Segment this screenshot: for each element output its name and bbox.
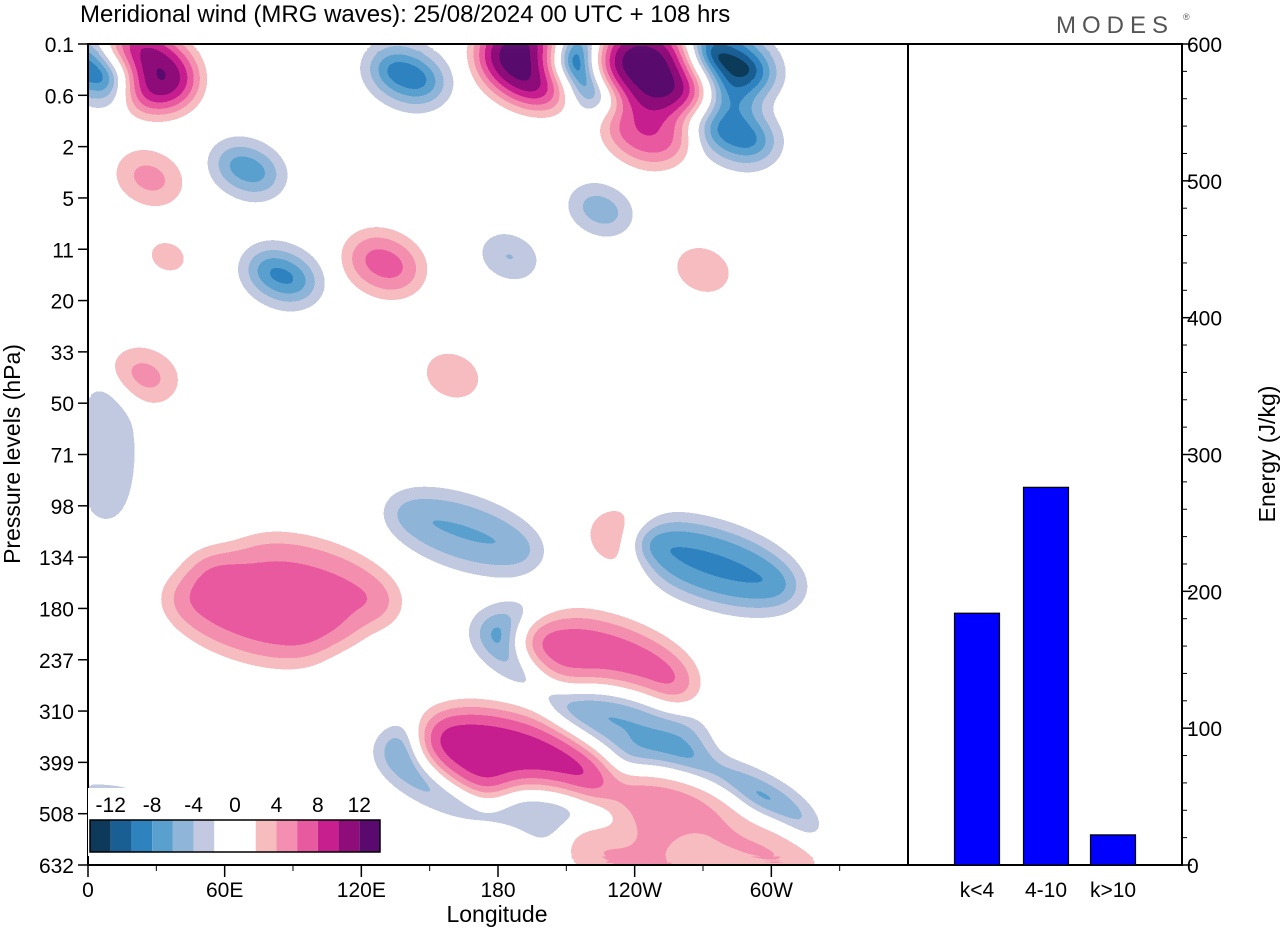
wind-anomaly-blob [520, 616, 694, 708]
x-tick-label: 120E [337, 879, 386, 902]
y-tick-label: 0.6 [45, 85, 74, 108]
modes-logo: MODES ® [1056, 12, 1190, 39]
colorbar-label: 4 [271, 794, 283, 817]
wind-anomaly-blob [566, 184, 635, 236]
wind-anomaly-blob [240, 245, 323, 307]
energy-tick-label: 300 [1187, 445, 1222, 468]
bar-category-label: k<4 [960, 879, 995, 902]
colorbar-swatch [297, 820, 318, 852]
wind-anomaly-blob [607, 102, 685, 161]
wind-anomaly-blob [234, 540, 398, 625]
bar-category-label: 4-10 [1025, 879, 1067, 902]
energy-bar [1089, 834, 1137, 866]
logo-mark: ® [1183, 12, 1190, 22]
bar-category-label: k>10 [1090, 879, 1136, 902]
colorbar-swatch [214, 820, 235, 852]
y-tick-label: 11 [52, 239, 74, 262]
energy-bar [953, 612, 1001, 866]
wind-anomaly-blob [562, 823, 707, 865]
colorbar-swatch [193, 820, 215, 852]
y-tick-label: 508 [39, 804, 74, 827]
wind-anomaly-blob [623, 516, 806, 613]
y-tick-label: 33 [51, 342, 74, 365]
energy-tick-label: 600 [1187, 34, 1222, 57]
chart-title: Meridional wind (MRG waves): 25/08/2024 … [80, 1, 730, 28]
x-tick-label: 120W [607, 879, 662, 902]
colorbar-swatch [131, 820, 153, 852]
wind-anomaly-blob [88, 44, 136, 103]
wind-anomaly-blob [348, 236, 421, 291]
wind-anomaly-blob [113, 351, 177, 400]
colorbar-border [89, 819, 381, 853]
y-tick-label: 399 [39, 752, 74, 775]
x-tick-label: 60E [206, 879, 243, 902]
y-tick-label: 50 [51, 393, 74, 416]
colorbar-swatch [235, 820, 256, 852]
heatmap-plot: 0.1 0.6 2 5 11 20 33 50 71 98 134 180 237 310 399 508 63… [0, 34, 909, 927]
bar-category-labels: k<4 4-10 k>10 [960, 879, 1136, 902]
wind-anomaly-blob [118, 154, 181, 202]
x-tick-label: 60W [750, 879, 793, 902]
colorbar-swatch [90, 820, 111, 852]
colorbar-swatch [276, 820, 298, 852]
logo-text: MODES [1056, 12, 1174, 39]
colorbar-label: 8 [312, 794, 324, 817]
y-tick-label: 5 [62, 188, 74, 211]
colorbar-swatch [152, 820, 173, 852]
y-tick-label: 2 [62, 137, 74, 160]
wind-anomaly-blob [363, 44, 451, 108]
y-tick-label: 180 [39, 598, 74, 621]
colorbar-swatch [317, 820, 339, 852]
wind-anomaly-blob [209, 140, 286, 199]
energy-axis-label: Energy (J/kg) [1254, 386, 1280, 523]
x-tick-label: 180 [480, 879, 515, 902]
wind-anomaly-blob [676, 808, 821, 865]
colorbar-label: 12 [348, 794, 371, 817]
energy-bars [953, 486, 1137, 866]
colorbar-swatch [172, 820, 194, 852]
x-axis-label: Longitude [446, 901, 547, 927]
y-axis-label: Pressure levels (hPa) [0, 344, 25, 564]
energy-axis: 0 100 200 300 400 500 600 [1182, 34, 1222, 878]
y-tick-label: 310 [39, 701, 74, 724]
colorbar-swatch [110, 820, 132, 852]
energy-tick-label: 500 [1187, 171, 1222, 194]
wind-anomaly-blob [423, 353, 482, 398]
wind-anomaly-blob [88, 377, 137, 528]
wind-anomaly-blob [478, 232, 541, 281]
heatmap-field [88, 44, 908, 865]
y-tick-label: 20 [51, 291, 74, 314]
colorbar: -12 -8 -4 0 4 8 12 [88, 788, 384, 856]
energy-tick-label: 200 [1187, 581, 1222, 604]
colorbar-swatch [338, 820, 360, 852]
colorbar-label: -12 [96, 794, 126, 817]
energy-tick-label: 100 [1187, 718, 1222, 741]
y-tick-label: 134 [39, 547, 74, 570]
colorbar-label: -8 [143, 794, 162, 817]
wind-anomaly-blob [382, 489, 546, 575]
colorbar-swatch [255, 820, 277, 852]
y-tick-label: 98 [51, 496, 74, 519]
y-tick-label: 0.1 [45, 34, 74, 57]
wind-anomaly-blob [693, 101, 781, 167]
y-tick-label: 632 [39, 855, 74, 878]
wind-anomaly-blob [674, 247, 732, 292]
y-tick-label: 237 [39, 650, 74, 673]
wind-anomaly-blob [141, 236, 195, 277]
pressure-axis: 0.1 0.6 2 5 11 20 33 50 71 98 134 180 237 310 399 508 63… [39, 34, 88, 878]
energy-tick-label: 0 [1187, 855, 1199, 878]
colorbar-swatch [359, 820, 380, 852]
energy-tick-label: 400 [1187, 308, 1222, 331]
longitude-axis: 0 60E 120E 180 120W 60W [82, 865, 841, 902]
wind-anomaly-blob [548, 681, 712, 767]
energy-bar [1022, 486, 1070, 866]
colorbar-label: 0 [229, 794, 241, 817]
colorbar-label: -4 [184, 794, 203, 817]
x-tick-label: 0 [82, 879, 94, 902]
energy-bar-chart: 0 100 200 300 400 500 600 k<4 4-10 k>10 Energy (… [907, 34, 1280, 902]
y-tick-label: 71 [51, 445, 74, 468]
wind-anomaly-blob [602, 44, 704, 109]
